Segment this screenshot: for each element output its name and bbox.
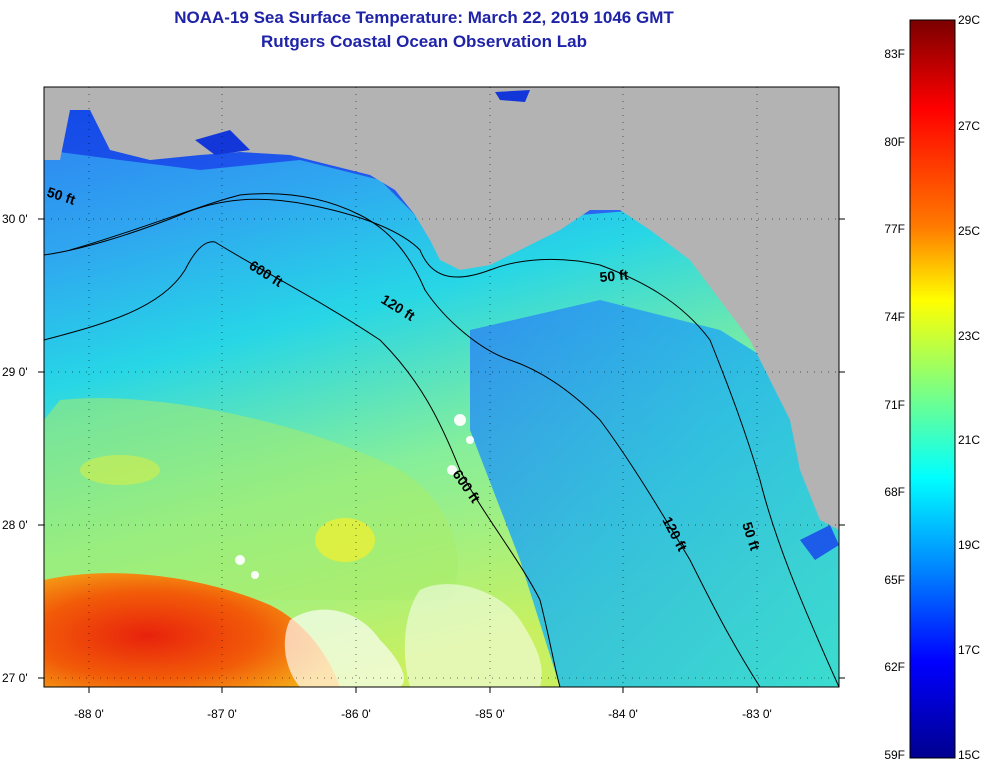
colorbar-f-label: 71F xyxy=(884,398,905,412)
lon-tick-label: -86 0' xyxy=(341,707,371,721)
lon-tick-label: -88 0' xyxy=(74,707,104,721)
warm-water-region xyxy=(44,573,340,687)
colorbar-c-label: 25C xyxy=(958,224,980,238)
map-frame xyxy=(43,86,840,688)
depth-contours xyxy=(44,193,839,687)
colorbar-f-label: 65F xyxy=(884,573,905,587)
lon-tick-label: -85 0' xyxy=(475,707,505,721)
lon-tick-label: -83 0' xyxy=(742,707,772,721)
lat-tick-label: 28 0' xyxy=(2,518,28,532)
colorbar-f-label: 68F xyxy=(884,485,905,499)
colorbar-c-label: 19C xyxy=(958,538,980,552)
colorbar-f-label: 74F xyxy=(884,310,905,324)
lat-tick-label: 29 0' xyxy=(2,365,28,379)
colorbar-c-label: 27C xyxy=(958,119,980,133)
colorbar-c-label: 15C xyxy=(958,748,980,762)
cloud-speckle xyxy=(235,414,542,687)
map-title: NOAA-19 Sea Surface Temperature: March 2… xyxy=(174,8,674,27)
axis-ticks xyxy=(38,218,845,693)
map-subtitle: Rutgers Coastal Ocean Observation Lab xyxy=(261,32,587,51)
colorbar-f-label: 59F xyxy=(884,748,905,762)
colorbar-f-label: 80F xyxy=(884,135,905,149)
lat-tick-label: 27 0' xyxy=(2,671,28,685)
colorbar-c-label: 23C xyxy=(958,329,980,343)
colorbar-c-label: 21C xyxy=(958,433,980,447)
colorbar-c-label: 17C xyxy=(958,643,980,657)
colorbar-gradient xyxy=(909,19,956,759)
colorbar-f-label: 77F xyxy=(884,222,905,236)
contour-label: 50 ft xyxy=(599,267,629,285)
colorbar-f-label: 83F xyxy=(884,47,905,61)
colorbar-c-label: 29C xyxy=(958,13,980,27)
colorbar-f-label: 62F xyxy=(884,660,905,674)
lon-tick-label: -84 0' xyxy=(608,707,638,721)
land-mass xyxy=(44,87,839,530)
lon-tick-label: -87 0' xyxy=(207,707,237,721)
lat-tick-label: 30 0' xyxy=(2,212,28,226)
